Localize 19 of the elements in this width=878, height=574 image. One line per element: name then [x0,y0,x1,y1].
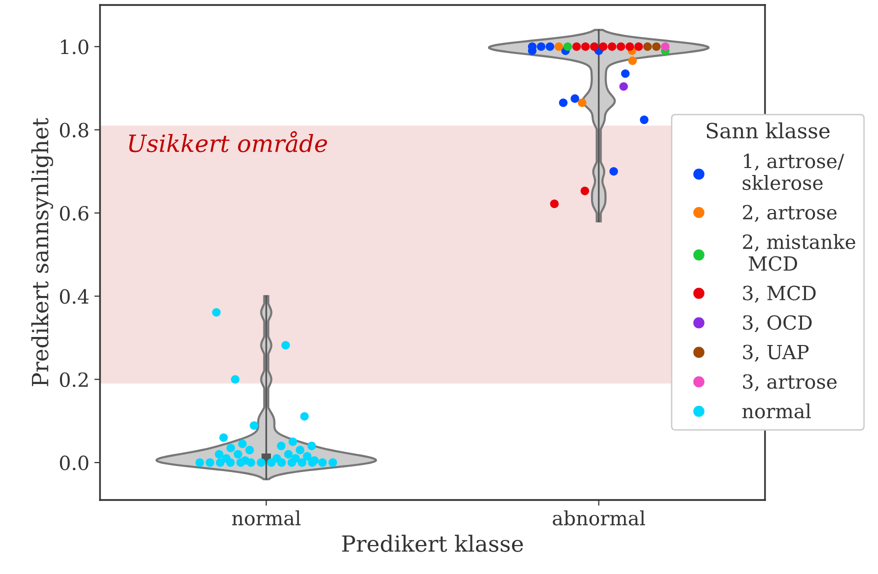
band-label: Usikkert område [129,131,328,152]
y-tick-label: 0.8 [60,122,88,138]
legend-label: 2, artrose [742,204,837,222]
y-tick-label: 1.0 [61,40,88,54]
x-tick-label: abnormal [552,510,646,526]
y-axis-title: Predikert sannsynlighet [31,118,54,386]
y-tick-label: 0.0 [60,456,88,470]
y-tick-label: 0.4 [60,289,89,304]
legend-label: normal [742,403,811,418]
legend-label: 3, OCD [743,315,812,332]
legend-label: 1, artrose/ sklerose [742,154,844,190]
x-axis-title: Predikert klasse [342,534,523,552]
legend-label: 3, artrose [743,374,837,392]
y-tick-label: 0.6 [60,206,88,221]
legend-label: 2, mistanke MCD [742,234,856,271]
legend-label: 3, UAP [743,344,809,362]
legend-label: 3, MCD [743,286,816,303]
y-tick-label: 0.2 [60,372,88,388]
legend-title: Sann klasse [706,122,830,139]
